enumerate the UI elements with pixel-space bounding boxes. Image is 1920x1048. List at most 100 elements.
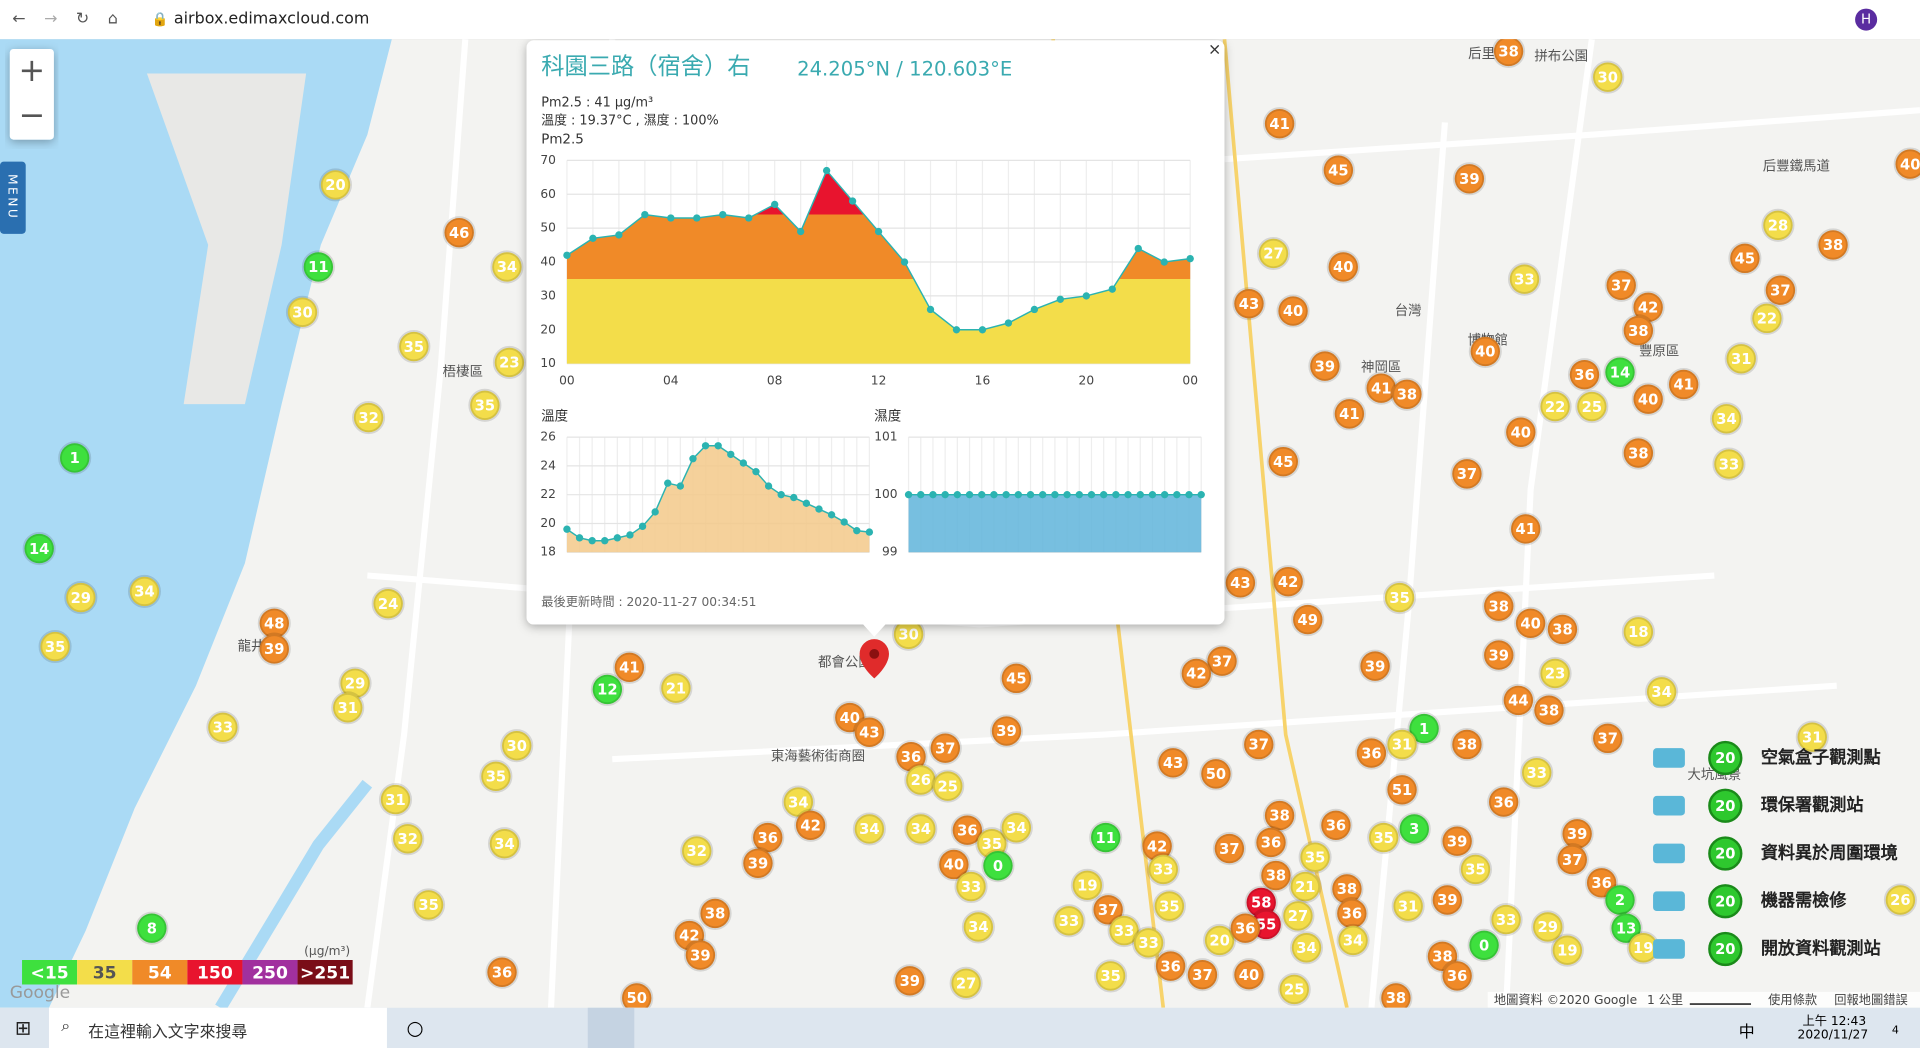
air-marker[interactable]: 33	[1146, 852, 1180, 886]
air-marker[interactable]: 37	[1450, 457, 1484, 491]
air-marker[interactable]: 3	[1397, 812, 1431, 846]
air-marker[interactable]: 22	[1538, 390, 1572, 424]
air-marker[interactable]: 33	[954, 870, 988, 904]
air-marker[interactable]: 37	[1212, 832, 1246, 866]
air-marker[interactable]: 31	[1385, 727, 1419, 762]
air-marker[interactable]: 34	[1336, 923, 1370, 957]
air-marker[interactable]: 49	[1291, 603, 1325, 637]
air-marker[interactable]: 42	[794, 808, 828, 842]
air-marker[interactable]: 42	[1140, 829, 1174, 863]
air-marker[interactable]: 34	[961, 910, 995, 944]
air-marker[interactable]: 33	[1489, 903, 1523, 937]
air-marker[interactable]: 13	[1609, 911, 1643, 945]
air-marker[interactable]: 36	[950, 813, 984, 847]
air-marker[interactable]: 38	[1532, 693, 1566, 727]
air-marker[interactable]: 14	[1603, 355, 1637, 389]
air-marker[interactable]: 31	[1391, 889, 1425, 923]
map[interactable]: 梧棲區龍井神岡區豐原區東海藝術街商圈都會公園后里拼布公園后豐鐵馬道台灣博物館大坑…	[0, 39, 1920, 1008]
air-marker[interactable]: 36	[1335, 896, 1369, 931]
air-marker[interactable]: 37	[1205, 644, 1239, 678]
air-marker[interactable]: 1	[1407, 712, 1441, 746]
air-marker[interactable]: 35	[38, 630, 72, 664]
air-marker[interactable]: 21	[659, 671, 693, 705]
start[interactable]: ⊞	[14, 1016, 32, 1040]
popup-close[interactable]: ×	[1208, 40, 1221, 59]
profile[interactable]: H	[1855, 8, 1878, 31]
air-marker[interactable]: 40	[1893, 147, 1920, 181]
air-marker[interactable]: 36	[1228, 911, 1262, 945]
air-marker[interactable]: 23	[492, 345, 526, 379]
ime[interactable]: 中	[1738, 1023, 1755, 1043]
terms[interactable]: 使用條款	[1768, 992, 1817, 1007]
air-marker[interactable]: 34	[487, 827, 522, 861]
air-marker[interactable]: 33	[1052, 904, 1086, 938]
air-marker[interactable]: 41	[1364, 371, 1398, 405]
forward[interactable]: →	[44, 9, 58, 29]
task-view[interactable]: ○	[406, 1016, 424, 1040]
air-marker[interactable]: 45	[1321, 153, 1355, 187]
air-marker[interactable]: 22	[1750, 301, 1784, 335]
air-marker[interactable]: 38	[1263, 798, 1297, 833]
air-marker[interactable]: 37	[1555, 843, 1589, 877]
air-marker[interactable]: 40	[1631, 382, 1665, 416]
air-marker[interactable]: 34	[127, 574, 162, 608]
reload[interactable]: ↻	[75, 9, 90, 29]
air-marker[interactable]: 40	[1468, 334, 1502, 368]
air-marker[interactable]: 40	[937, 847, 971, 882]
air-marker[interactable]: 33	[206, 710, 240, 744]
air-marker[interactable]: 38	[1259, 858, 1293, 893]
air-marker[interactable]: 34	[852, 812, 886, 846]
air-marker[interactable]: 35	[1298, 840, 1332, 874]
air-marker[interactable]: 30	[285, 295, 319, 329]
air-marker[interactable]: 51	[1385, 773, 1419, 807]
air-marker[interactable]: 43	[1156, 746, 1190, 780]
air-marker[interactable]: 0	[981, 849, 1015, 883]
air-marker[interactable]: 33	[1107, 914, 1141, 948]
air-marker[interactable]: 26	[904, 763, 938, 797]
air-marker[interactable]: 19	[1550, 933, 1584, 967]
air-marker[interactable]: 36	[1154, 949, 1188, 983]
air-marker[interactable]: 38	[1390, 377, 1424, 411]
air-marker[interactable]: 58	[1244, 885, 1278, 919]
air-marker[interactable]: 36	[1440, 959, 1474, 993]
url[interactable]: airbox.edimaxcloud.com	[173, 9, 370, 29]
air-marker[interactable]: 36	[485, 955, 519, 989]
air-marker[interactable]: 33	[1520, 756, 1554, 790]
air-marker[interactable]: 37	[928, 731, 962, 765]
air-marker[interactable]: 38	[1492, 39, 1526, 68]
air-marker[interactable]: 37	[1604, 268, 1638, 302]
air-marker[interactable]: 1	[58, 441, 92, 475]
air-marker[interactable]: 50	[620, 981, 654, 1008]
air-marker[interactable]: 27	[949, 966, 983, 1000]
air-marker[interactable]: 42	[1179, 656, 1213, 691]
air-marker[interactable]: 18	[1621, 615, 1655, 649]
air-marker[interactable]: 39	[893, 964, 927, 998]
air-marker[interactable]: 30	[500, 729, 534, 763]
air-marker[interactable]: 25	[1277, 972, 1311, 1006]
home[interactable]: ⌂	[107, 9, 118, 29]
air-marker[interactable]: 27	[1256, 236, 1291, 271]
search-text[interactable]: 在這裡輸入文字來搜尋	[88, 1023, 248, 1043]
air-marker[interactable]: 34	[1290, 931, 1324, 965]
air-marker[interactable]: 39	[1358, 649, 1392, 683]
air-marker[interactable]: 34	[1710, 402, 1744, 436]
air-marker[interactable]: 46	[442, 216, 476, 250]
air-marker[interactable]: 37	[1763, 273, 1797, 307]
air-marker[interactable]: 38	[1379, 981, 1413, 1008]
air-marker[interactable]: 35	[479, 759, 513, 793]
air-marker[interactable]: 45	[1266, 445, 1300, 479]
air-marker[interactable]: 35	[1094, 959, 1128, 993]
air-marker[interactable]: 39	[1308, 349, 1342, 383]
air-marker[interactable]: 20	[318, 168, 353, 202]
air-marker[interactable]: 39	[1452, 162, 1486, 196]
back[interactable]: ←	[12, 9, 26, 29]
air-marker[interactable]: 38	[1450, 727, 1484, 762]
air-marker[interactable]: 38	[1816, 228, 1850, 262]
air-marker[interactable]: 41	[1667, 367, 1701, 402]
air-marker[interactable]: 34	[490, 250, 524, 284]
air-marker[interactable]: 30	[892, 617, 926, 651]
air-marker[interactable]: 2	[1603, 883, 1637, 917]
air-marker[interactable]: 41	[612, 650, 646, 684]
air-marker[interactable]: 38	[1545, 612, 1579, 646]
air-marker[interactable]: 39	[1482, 638, 1516, 672]
